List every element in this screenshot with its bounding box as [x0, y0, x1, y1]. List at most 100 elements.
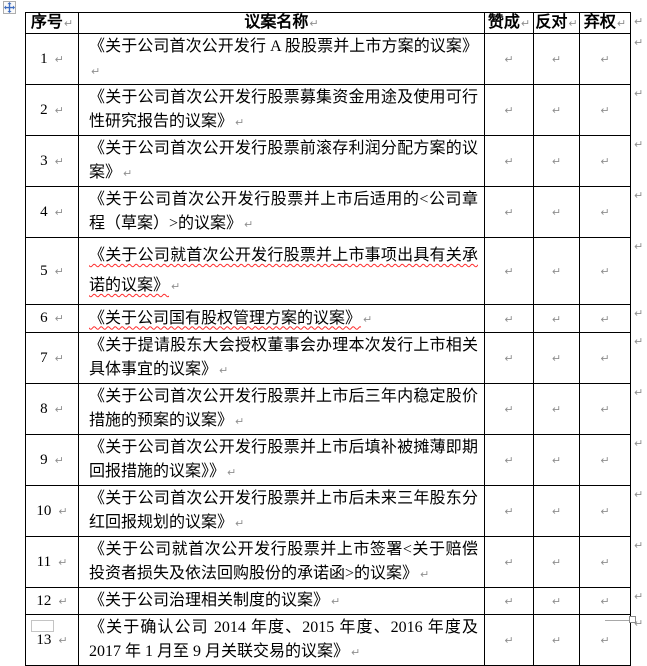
proposal-title-cell[interactable]: 《关于公司首次公开发行股票并上市后适用的<公司章程（草案）>的议案》 ↵: [78, 186, 485, 238]
header-label: 序号: [30, 14, 63, 31]
end-of-cell-mark: ↵: [171, 280, 181, 293]
end-of-cell-mark: ↵: [600, 556, 610, 569]
approve-vote-cell[interactable]: ↵: [484, 135, 534, 187]
approve-vote-cell[interactable]: ↵: [484, 33, 534, 85]
abstain-vote-cell[interactable]: ↵: [579, 434, 631, 486]
row-number-cell[interactable]: 10 ↵: [25, 485, 79, 537]
row-number-cell[interactable]: 2 ↵: [25, 84, 79, 136]
abstain-vote-cell[interactable]: ↵: [579, 332, 631, 384]
table-move-handle[interactable]: [3, 1, 16, 14]
end-of-cell-mark: ↵: [504, 505, 514, 518]
oppose-vote-cell[interactable]: ↵: [533, 485, 580, 537]
end-of-cell-mark: ↵: [54, 264, 64, 278]
header-cell-name[interactable]: 议案名称↵: [78, 12, 485, 34]
proposal-title-cell[interactable]: 《关于公司首次公开发行股票募集资金用途及使用可行性研究报告的议案》 ↵: [78, 84, 485, 136]
approve-vote-cell[interactable]: ↵: [484, 536, 534, 588]
end-of-cell-mark: ↵: [54, 402, 64, 416]
abstain-vote-cell[interactable]: ↵: [579, 33, 631, 85]
table-resize-handle[interactable]: [629, 616, 636, 623]
abstain-vote-cell[interactable]: ↵: [579, 614, 631, 666]
end-of-cell-mark: ↵: [551, 454, 562, 467]
row-number-cell[interactable]: 9 ↵: [25, 434, 79, 486]
end-of-row-mark: ↵: [634, 239, 644, 253]
oppose-vote-cell[interactable]: ↵: [533, 614, 580, 666]
row-number-cell[interactable]: 11 ↵: [25, 536, 79, 588]
row-number-cell[interactable]: 8 ↵: [25, 383, 79, 435]
end-of-cell-mark: ↵: [235, 116, 245, 129]
abstain-vote-cell[interactable]: ↵: [579, 383, 631, 435]
end-of-cell-mark: ↵: [504, 634, 514, 647]
proposal-title: 《关于公司首次公开发行股票募集资金用途及使用可行性研究报告的议案》: [89, 89, 478, 130]
approve-vote-cell[interactable]: ↵: [484, 84, 534, 136]
oppose-vote-cell[interactable]: ↵: [533, 237, 580, 305]
row-number: 5: [40, 262, 48, 279]
approve-vote-cell[interactable]: ↵: [484, 304, 534, 333]
oppose-vote-cell[interactable]: ↵: [533, 33, 580, 85]
proposal-title-cell[interactable]: 《关于公司首次公开发行股票并上市后未来三年股东分红回报规划的议案》 ↵: [78, 485, 485, 537]
oppose-vote-cell[interactable]: ↵: [533, 587, 580, 615]
header-cell-abstain[interactable]: 弃权↵: [579, 12, 631, 34]
proposal-title-cell[interactable]: 《关于提请股东大会授权董事会办理本次发行上市相关具体事宜的议案》 ↵: [78, 332, 485, 384]
end-of-cell-mark: ↵: [420, 568, 430, 581]
row-number: 11: [36, 553, 52, 570]
oppose-vote-cell[interactable]: ↵: [533, 186, 580, 238]
row-number-cell[interactable]: 4 ↵: [25, 186, 79, 238]
row-number-cell[interactable]: 1 ↵: [25, 33, 79, 85]
end-of-cell-mark: ↵: [504, 454, 514, 467]
abstain-vote-cell[interactable]: ↵: [579, 84, 631, 136]
proposal-row: 8 ↵ 《关于公司首次公开发行股票并上市后三年内稳定股价措施的预案的议案》 ↵ ↵ …: [25, 383, 631, 435]
row-number-cell[interactable]: 5 ↵: [25, 237, 79, 305]
end-of-cell-mark: ↵: [551, 265, 562, 278]
row-number-cell[interactable]: 12 ↵: [25, 587, 79, 615]
end-of-row-mark: ↵: [634, 487, 644, 501]
proposal-title-cell[interactable]: 《关于公司就首次公开发行股票并上市签署<关于赔偿投资者损失及依法回购股份的承诺函…: [78, 536, 485, 588]
row-number-cell[interactable]: 6 ↵: [25, 304, 79, 333]
header-cell-approve[interactable]: 赞成↵: [484, 12, 534, 34]
end-of-cell-mark: ↵: [244, 218, 254, 231]
abstain-vote-cell[interactable]: ↵: [579, 587, 631, 615]
proposal-title-cell[interactable]: 《关于确认公司 2014 年度、2015 年度、2016 年度及 2017 年 …: [78, 614, 485, 666]
oppose-vote-cell[interactable]: ↵: [533, 304, 580, 333]
approve-vote-cell[interactable]: ↵: [484, 614, 534, 666]
approve-vote-cell[interactable]: ↵: [484, 383, 534, 435]
approve-vote-cell[interactable]: ↵: [484, 587, 534, 615]
oppose-vote-cell[interactable]: ↵: [533, 84, 580, 136]
approve-vote-cell[interactable]: ↵: [484, 237, 534, 305]
end-of-cell-mark: ↵: [600, 403, 610, 416]
row-number: 2: [40, 101, 48, 118]
proposal-title-cell[interactable]: 《关于公司首次公开发行 A 股股票并上市方案的议案》 ↵: [78, 33, 485, 85]
header-cell-index[interactable]: 序号↵: [25, 12, 79, 34]
approve-vote-cell[interactable]: ↵: [484, 485, 534, 537]
abstain-vote-cell[interactable]: ↵: [579, 536, 631, 588]
end-of-row-mark: ↵: [634, 436, 644, 450]
proposal-title-cell[interactable]: 《关于公司就首次公开发行股票并上市事项出具有关承诺的议案》 ↵: [78, 237, 485, 305]
abstain-vote-cell[interactable]: ↵: [579, 186, 631, 238]
move-cross-icon: [4, 2, 15, 13]
proposal-title-cell[interactable]: 《关于公司国有股权管理方案的议案》 ↵: [78, 304, 485, 333]
proposal-title-cell[interactable]: 《关于公司首次公开发行股票前滚存利润分配方案的议案》 ↵: [78, 135, 485, 187]
approve-vote-cell[interactable]: ↵: [484, 332, 534, 384]
proposal-title: 《关于公司首次公开发行股票前滚存利润分配方案的议案》: [89, 140, 478, 181]
proposal-title-cell[interactable]: 《关于公司治理相关制度的议案》 ↵: [78, 587, 485, 615]
oppose-vote-cell[interactable]: ↵: [533, 383, 580, 435]
end-of-row-mark: ↵: [634, 86, 644, 100]
end-of-cell-mark: ↵: [504, 403, 514, 416]
oppose-vote-cell[interactable]: ↵: [533, 135, 580, 187]
abstain-vote-cell[interactable]: ↵: [579, 485, 631, 537]
abstain-vote-cell[interactable]: ↵: [579, 304, 631, 333]
row-number-cell[interactable]: 7 ↵: [25, 332, 79, 384]
proposal-row: 1 ↵ 《关于公司首次公开发行 A 股股票并上市方案的议案》↵ ↵ ↵ ↵: [25, 33, 631, 85]
next-table-fragment: [31, 620, 54, 632]
header-cell-oppose[interactable]: 反对↵: [533, 12, 580, 34]
end-of-cell-mark: ↵: [600, 595, 610, 608]
abstain-vote-cell[interactable]: ↵: [579, 237, 631, 305]
oppose-vote-cell[interactable]: ↵: [533, 332, 580, 384]
approve-vote-cell[interactable]: ↵: [484, 434, 534, 486]
row-number-cell[interactable]: 3 ↵: [25, 135, 79, 187]
oppose-vote-cell[interactable]: ↵: [533, 536, 580, 588]
proposal-title-cell[interactable]: 《关于公司首次公开发行股票并上市后填补被摊薄即期回报措施的议案》》 ↵: [78, 434, 485, 486]
oppose-vote-cell[interactable]: ↵: [533, 434, 580, 486]
approve-vote-cell[interactable]: ↵: [484, 186, 534, 238]
proposal-title-cell[interactable]: 《关于公司首次公开发行股票并上市后三年内稳定股价措施的预案的议案》 ↵: [78, 383, 485, 435]
abstain-vote-cell[interactable]: ↵: [579, 135, 631, 187]
